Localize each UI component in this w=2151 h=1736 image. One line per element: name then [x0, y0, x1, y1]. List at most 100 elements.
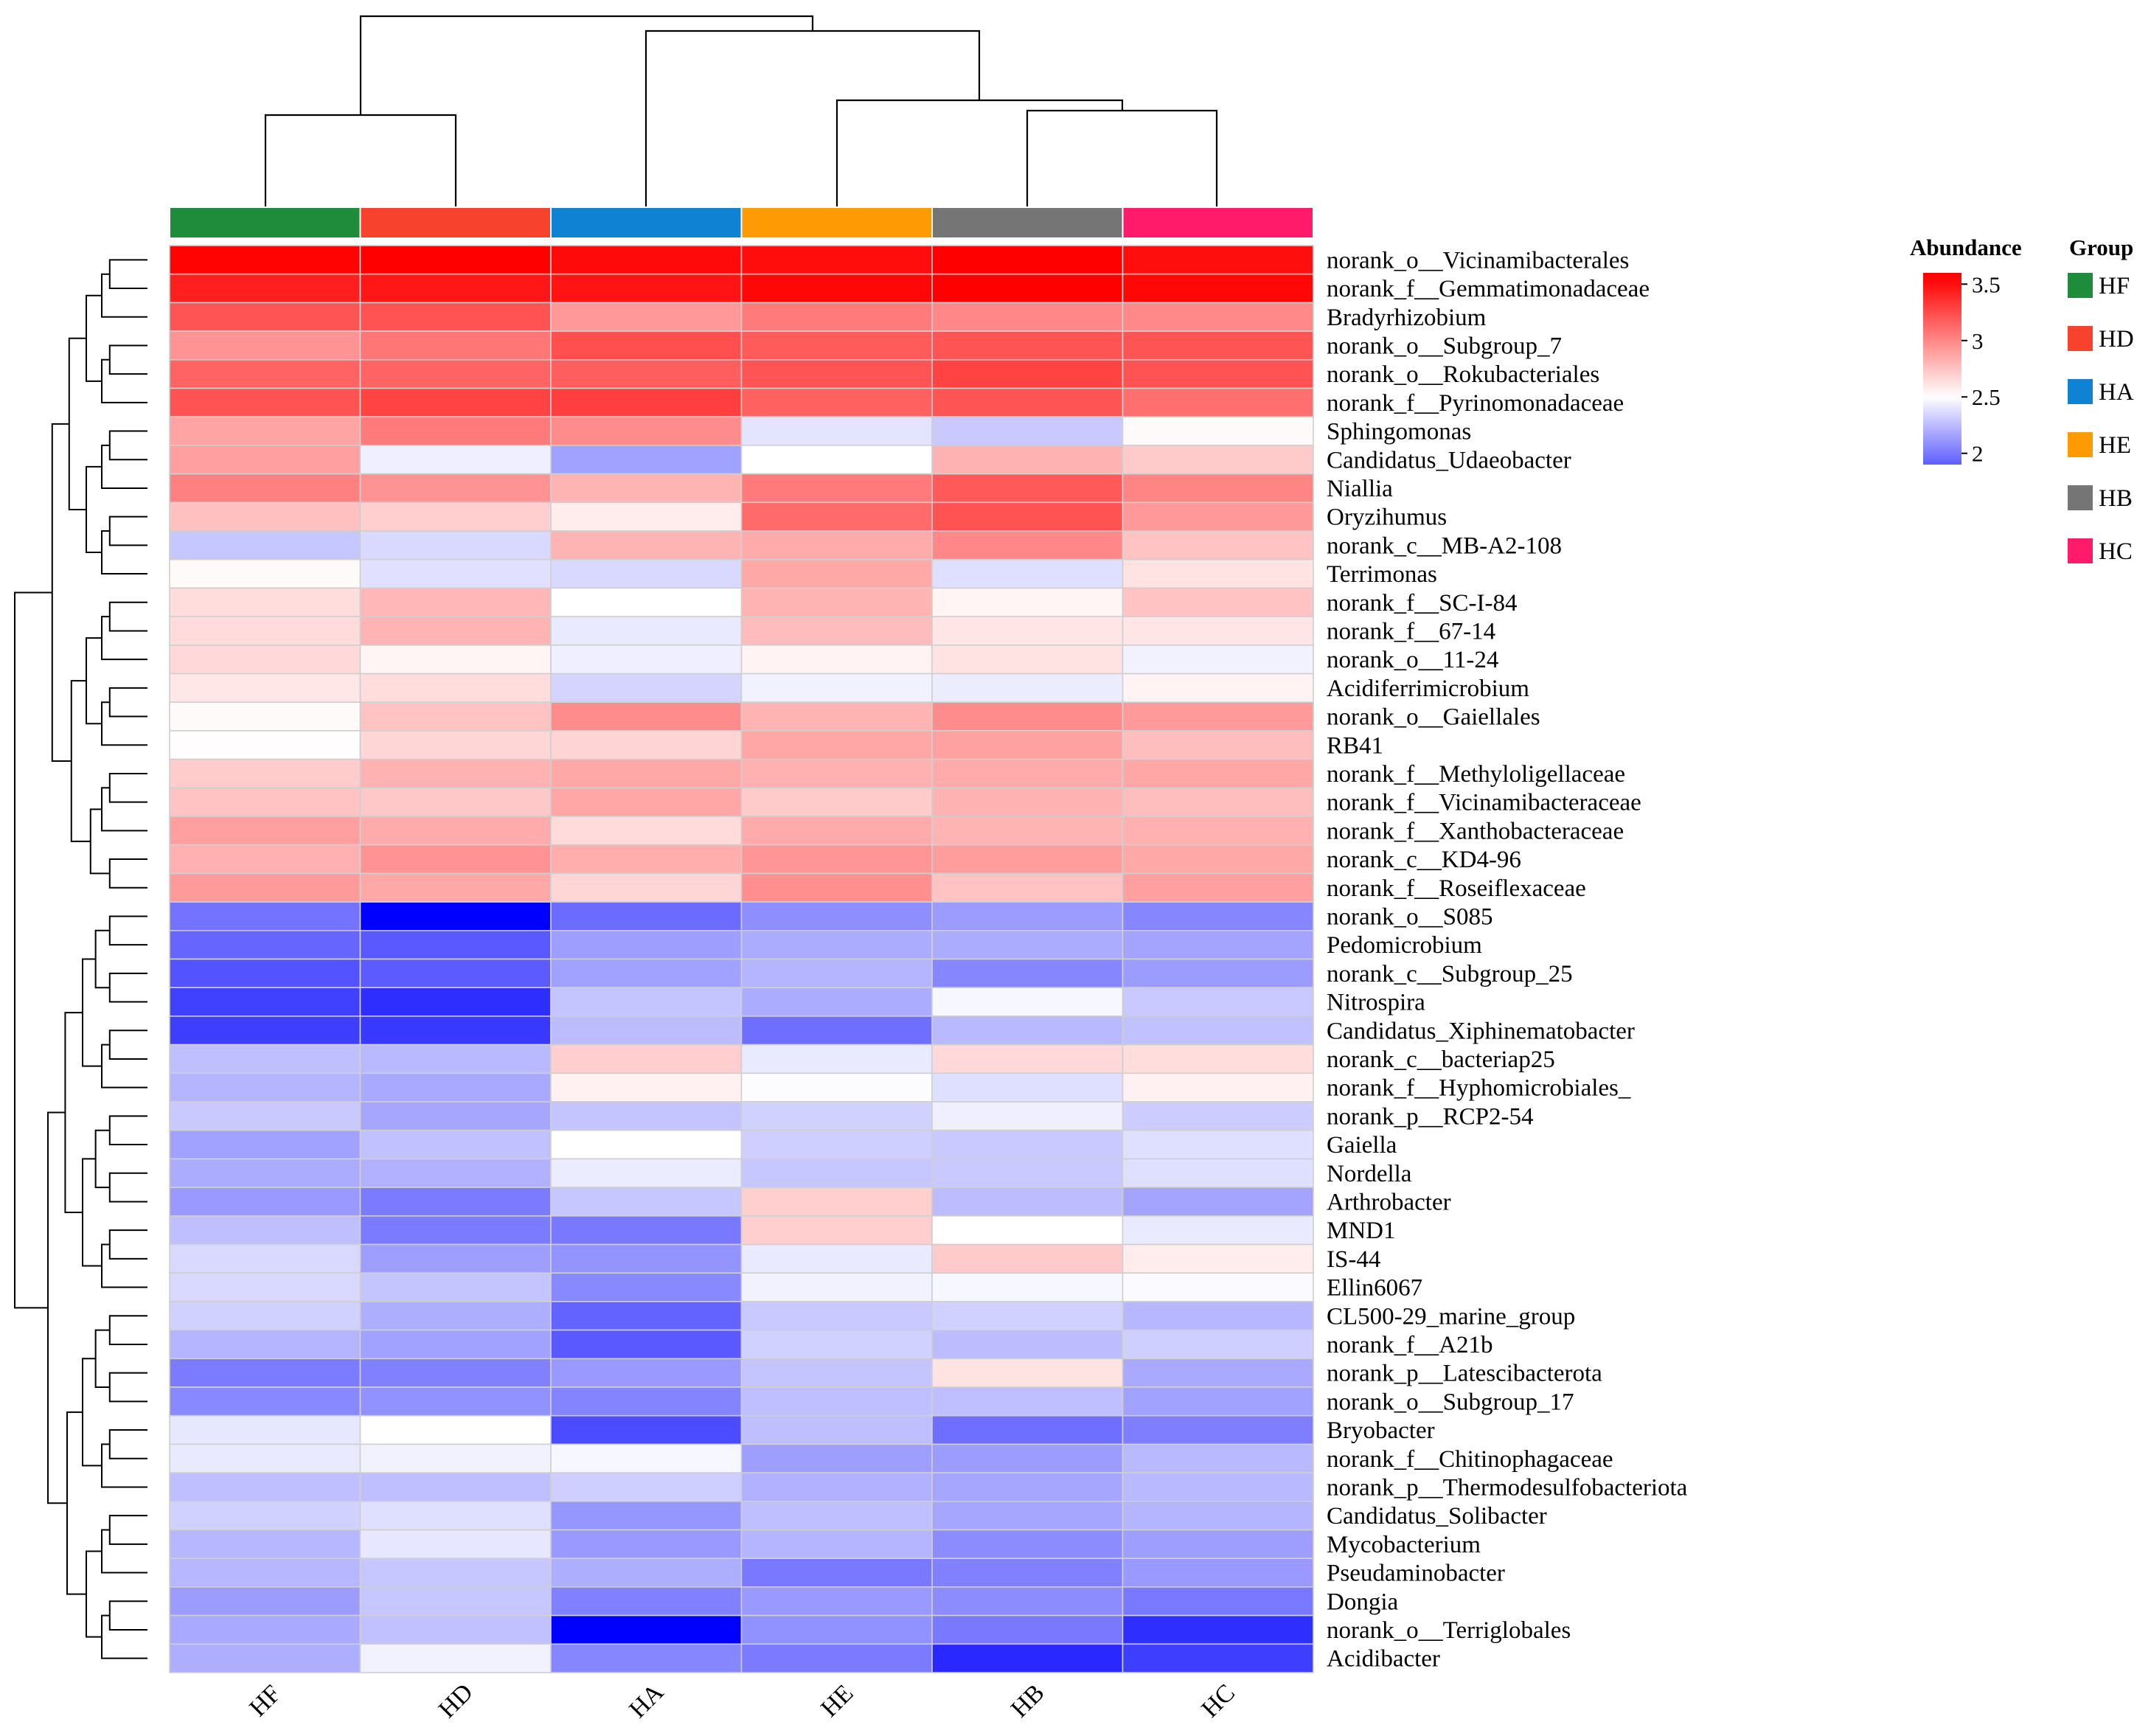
- row-dendro-link: [70, 680, 91, 842]
- cell-norank-o-subgroup-7-he: [740, 330, 933, 361]
- cell-sphingomonas-ha: [550, 416, 743, 446]
- row-dendro-link: [51, 423, 72, 763]
- cell-oryzihumus-hd: [359, 501, 552, 532]
- cell-ellin6067-he: [740, 1272, 933, 1302]
- row-label-acidibacter: Acidibacter: [1327, 1646, 1440, 1673]
- group-label-hc: HC: [2099, 538, 2133, 565]
- cell-pseudaminobacter-hf: [169, 1558, 361, 1588]
- cell-norank-c-subgroup-25-hc: [1122, 958, 1314, 989]
- row-dendro-link: [108, 430, 147, 461]
- cell-acidibacter-hb: [931, 1643, 1124, 1673]
- cell-sphingomonas-hb: [931, 416, 1124, 446]
- cell-mycobacterium-ha: [550, 1529, 743, 1560]
- row-dendro-link: [94, 1329, 110, 1388]
- cell-norank-o-subgroup-7-hc: [1122, 330, 1314, 361]
- cell-norank-o-s085-ha: [550, 901, 743, 931]
- cell-norank-c-mb-a2-108-he: [740, 530, 933, 560]
- cell-candidatus-udaeobacter-ha: [550, 445, 743, 475]
- cell-norank-f-67-14-ha: [550, 616, 743, 646]
- column-dendrogram: [264, 15, 1218, 209]
- cell-niallia-hd: [359, 473, 552, 504]
- cell-candidatus-udaeobacter-he: [740, 445, 933, 475]
- cell-norank-o-rokubacteriales-ha: [550, 358, 743, 389]
- col-label-hb: HB: [1006, 1679, 1050, 1723]
- cell-sphingomonas-hd: [359, 416, 552, 446]
- row-label-dongia: Dongia: [1327, 1589, 1399, 1615]
- cell-acidibacter-hc: [1122, 1643, 1314, 1673]
- cell-terrimonas-ha: [550, 558, 743, 589]
- cell-norank-o-gaiellales-hf: [169, 701, 361, 732]
- cell-norank-o-subgroup-7-ha: [550, 330, 743, 361]
- cell-oryzihumus-hc: [1122, 501, 1314, 532]
- cell-norank-c-bacteriap25-hd: [359, 1044, 552, 1074]
- cell-norank-f-xanthobacteraceae-he: [740, 816, 933, 846]
- cell-rb41-hd: [359, 730, 552, 760]
- row-dendro-link: [108, 1429, 147, 1459]
- cell-bradyrhizobium-hf: [169, 302, 361, 332]
- cell-norank-f-vicinamibacteraceae-ha: [550, 787, 743, 817]
- cell-arthrobacter-ha: [550, 1187, 743, 1217]
- cell-is-44-hc: [1122, 1243, 1314, 1274]
- cell-norank-o-terriglobales-ha: [550, 1614, 743, 1645]
- row-dendro-link: [108, 515, 147, 546]
- row-label-gaiella: Gaiella: [1327, 1132, 1397, 1159]
- row-label-candidatus-xiphinematobacter: Candidatus_Xiphinematobacter: [1327, 1018, 1635, 1044]
- cell-terrimonas-hd: [359, 558, 552, 589]
- group-label-he: HE: [2099, 432, 2131, 459]
- cell-ellin6067-hc: [1122, 1272, 1314, 1302]
- cell-mnd1-ha: [550, 1215, 743, 1246]
- cell-acidibacter-he: [740, 1643, 933, 1673]
- cell-bryobacter-hb: [931, 1414, 1124, 1445]
- cell-bradyrhizobium-he: [740, 302, 933, 332]
- row-dendro-link: [101, 1044, 147, 1089]
- cell-pseudaminobacter-hd: [359, 1558, 552, 1588]
- row-label-norank-f-roseiflexaceae: norank_f__Roseiflexaceae: [1327, 875, 1586, 902]
- row-dendro-link: [108, 601, 147, 632]
- cell-norank-f-hyphomicrobiales-ha: [550, 1072, 743, 1103]
- row-dendro-link: [101, 1443, 147, 1488]
- cell-niallia-hb: [931, 473, 1124, 504]
- cell-sphingomonas-he: [740, 416, 933, 446]
- group-bar-hf: [169, 206, 361, 239]
- row-label-norank-o-gaiellales: norank_o__Gaiellales: [1327, 704, 1540, 731]
- cell-norank-c-kd4-96-hf: [169, 844, 361, 875]
- cell-norank-o-subgroup-7-hd: [359, 330, 552, 361]
- group-label-hb: HB: [2099, 485, 2133, 512]
- cell-cl500-29-marine-group-hd: [359, 1301, 552, 1331]
- row-dendro-link: [108, 1030, 147, 1060]
- cell-candidatus-xiphinematobacter-hd: [359, 1015, 552, 1046]
- cell-norank-o-subgroup-7-hb: [931, 330, 1124, 361]
- cell-norank-c-subgroup-25-hf: [169, 958, 361, 989]
- cell-norank-p-thermodesulfobacteriota-hd: [359, 1472, 552, 1502]
- cell-gaiella-hf: [169, 1129, 361, 1160]
- cell-mnd1-he: [740, 1215, 933, 1246]
- row-label-norank-f-methyloligellaceae: norank_f__Methyloligellaceae: [1327, 761, 1625, 788]
- row-label-pedomicrobium: Pedomicrobium: [1327, 932, 1482, 959]
- cell-bradyrhizobium-ha: [550, 302, 743, 332]
- row-dendro-link: [101, 616, 147, 661]
- cell-norank-o-subgroup-17-hb: [931, 1386, 1124, 1417]
- cell-norank-o-rokubacteriales-hd: [359, 358, 552, 389]
- cell-norank-f-chitinophagaceae-hb: [931, 1443, 1124, 1473]
- group-legend-title: Group: [2069, 235, 2133, 260]
- cell-candidatus-udaeobacter-hd: [359, 445, 552, 475]
- cell-norank-f-xanthobacteraceae-hf: [169, 816, 361, 846]
- cell-acidiferrimicrobium-hf: [169, 673, 361, 704]
- cell-norank-o-terriglobales-he: [740, 1614, 933, 1645]
- cell-mycobacterium-hc: [1122, 1529, 1314, 1560]
- row-label-mnd1: MND1: [1327, 1218, 1396, 1244]
- row-dendro-link: [108, 1115, 147, 1146]
- cell-norank-p-latescibacterota-hb: [931, 1358, 1124, 1388]
- cell-terrimonas-hc: [1122, 558, 1314, 589]
- row-dendro-link: [82, 1358, 102, 1467]
- cell-norank-o-vicinamibacterales-hd: [359, 245, 552, 275]
- cell-is-44-ha: [550, 1243, 743, 1274]
- cell-nitrospira-hc: [1122, 987, 1314, 1017]
- cell-norank-f-chitinophagaceae-hc: [1122, 1443, 1314, 1473]
- cell-ellin6067-ha: [550, 1272, 743, 1302]
- cell-norank-o-terriglobales-hf: [169, 1614, 361, 1645]
- cell-norank-f-chitinophagaceae-ha: [550, 1443, 743, 1473]
- cell-norank-f-gemmatimonadaceae-hd: [359, 273, 552, 304]
- abundance-tick-label: 3: [1972, 328, 1984, 354]
- row-label-norank-c-subgroup-25: norank_c__Subgroup_25: [1327, 961, 1573, 987]
